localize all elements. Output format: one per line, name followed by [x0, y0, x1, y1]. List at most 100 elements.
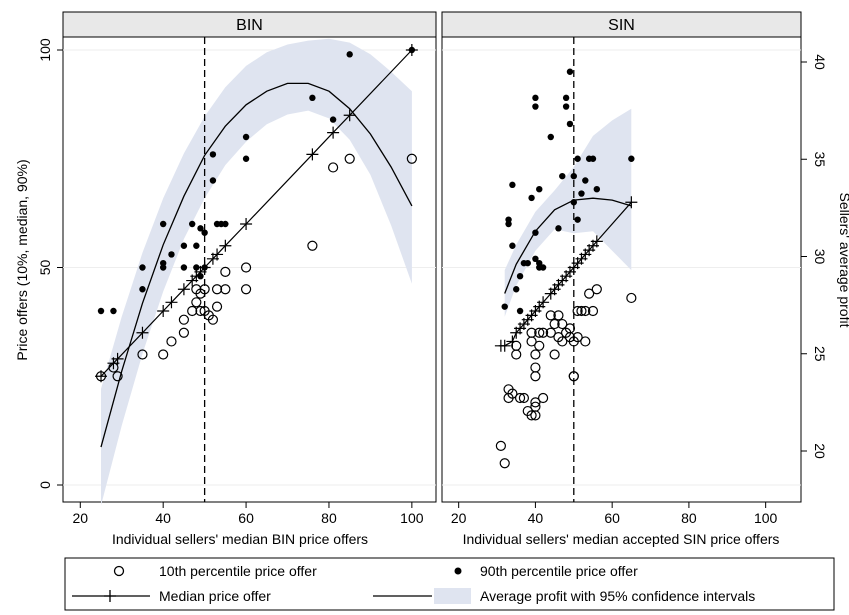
bin-p90-point [139, 264, 146, 271]
sin-p10-point [507, 388, 518, 399]
sin-p90-point [536, 186, 543, 193]
sin-p10-point [514, 392, 526, 404]
sin-x-tick-label: 100 [754, 510, 778, 526]
bin-p90-point [209, 151, 217, 158]
sin-median-point [537, 296, 550, 309]
right-y-tick-label: 20 [812, 443, 828, 459]
sin-p10-point [526, 336, 537, 347]
sin-p10-point [564, 323, 576, 334]
bin-p10-point [95, 371, 107, 382]
bin-p90-point [346, 51, 353, 58]
right-y-tick-label: 35 [812, 151, 828, 167]
sin-p10-point [518, 392, 530, 404]
sin-p10-point [537, 392, 549, 404]
sin-p90-point [532, 94, 539, 102]
bin-p10-point [344, 153, 355, 164]
sin-p10-point [534, 327, 545, 338]
sin-p10-point [549, 349, 560, 360]
bin-p90-point [97, 307, 105, 315]
legend: 10th percentile price offer 90th percent… [64, 557, 835, 611]
bin-p90-point [180, 242, 188, 249]
sin-p10-point [526, 410, 537, 421]
bin-p90-point [180, 264, 188, 271]
panel-sin-xlabel: Individual sellers' median accepted SIN … [463, 531, 780, 547]
bin-median-point [219, 239, 232, 252]
sin-p90-point [559, 172, 566, 180]
sin-p90-point [562, 94, 570, 102]
sin-p90-point [562, 103, 570, 110]
sin-p10-point [537, 327, 549, 338]
left-y-axis: 0 50 100 [37, 38, 63, 489]
legend-median-label: Median price offer [159, 588, 271, 604]
sin-p90-point [532, 255, 539, 262]
sin-p90-point [578, 190, 585, 197]
bin-p10-point [211, 284, 223, 295]
sin-median-point [498, 339, 511, 352]
sin-x-axis: 20 40 60 80 100 [451, 502, 778, 526]
bin-p90-point [110, 307, 117, 315]
sin-p10-point [580, 336, 591, 347]
sin-p10-point [530, 362, 541, 373]
legend-profit-band [434, 588, 471, 604]
bin-p90-point [159, 264, 167, 271]
left-y-tick-label: 0 [37, 481, 53, 489]
sin-p90-point [524, 259, 531, 267]
sin-p10-point [587, 305, 599, 317]
sin-x-tick-label: 80 [681, 510, 697, 526]
bin-p90-point [201, 229, 208, 236]
bin-median-point [343, 109, 356, 122]
sin-p90-point [509, 242, 516, 249]
bin-p10-point [178, 327, 190, 338]
bin-p10-point [328, 162, 339, 173]
bin-p10-point [406, 153, 417, 164]
bin-median-point [327, 126, 340, 139]
sin-p90-point [532, 103, 539, 110]
bin-x-axis: 20 40 60 80 100 [73, 502, 424, 526]
sin-x-tick-label: 60 [604, 510, 620, 526]
bin-p10-point [307, 240, 318, 251]
bin-p90-point [242, 155, 250, 162]
bin-p90-point [139, 286, 146, 293]
sin-p10-point [626, 292, 637, 304]
sin-p10-point [511, 349, 522, 360]
bin-p10-point [207, 314, 219, 325]
legend-p90-marker [454, 567, 462, 575]
bin-x-tick-label: 20 [73, 510, 89, 526]
bin-p90-point [188, 220, 196, 228]
sin-p10-point [545, 327, 556, 338]
sin-p10-point [580, 305, 591, 317]
right-y-axis: 20 25 30 35 40 [801, 54, 828, 459]
bin-p10-point [240, 262, 252, 273]
sin-median-point [590, 235, 603, 248]
right-y-tick-label: 30 [812, 249, 828, 265]
legend-profit-label: Average profit with 95% confidence inter… [480, 588, 755, 604]
sin-profit-fit-line [504, 197, 632, 294]
bin-median-point [136, 326, 149, 339]
legend-p90-label: 90th percentile price offer [480, 563, 638, 579]
sin-p10-point [530, 397, 541, 408]
right-y-tick-label: 25 [812, 346, 828, 362]
sin-p10-point [511, 340, 522, 351]
panel-bin-plot [63, 37, 436, 506]
sin-p90-point [582, 177, 589, 184]
bin-x-tick-label: 40 [155, 510, 171, 526]
bin-p10-point [211, 301, 223, 312]
bin-p90-point [168, 251, 175, 258]
sin-p90-point [570, 172, 577, 180]
sin-p10-point [591, 284, 602, 295]
bin-p10-point [112, 371, 123, 382]
sin-x-tick-label: 20 [451, 510, 467, 526]
bin-median-point [111, 352, 124, 365]
panel-bin-header [62, 11, 437, 38]
bin-p90-point [201, 264, 208, 271]
bin-p10-point [220, 284, 231, 295]
sin-p90-point [574, 216, 581, 223]
bin-profit-fit-line [100, 82, 413, 448]
sin-p90-point [628, 155, 635, 162]
bin-p10-point [220, 266, 231, 277]
panel-sin-title: SIN [608, 17, 635, 34]
panel-bin-xlabel: Individual sellers' median BIN price off… [112, 531, 368, 547]
left-y-tick-label: 100 [37, 38, 53, 62]
bin-p90-point [309, 94, 316, 102]
sin-p10-point [530, 371, 541, 382]
